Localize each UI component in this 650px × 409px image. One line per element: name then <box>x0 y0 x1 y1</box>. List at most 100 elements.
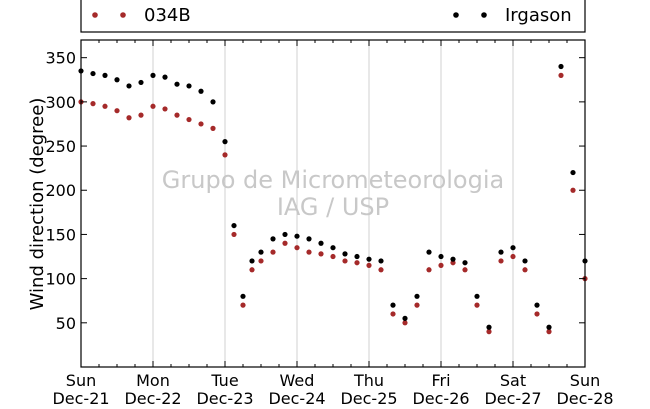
data-point <box>249 258 255 264</box>
data-point <box>462 267 468 273</box>
data-point <box>126 115 132 121</box>
data-point <box>318 240 324 246</box>
data-point <box>240 302 246 308</box>
data-point <box>438 262 444 268</box>
data-point <box>306 249 312 255</box>
grid-lines <box>152 40 514 367</box>
x-tick-label-date: Dec-21 <box>52 389 109 408</box>
data-point <box>126 83 132 89</box>
data-point <box>102 72 108 78</box>
y-axis-title: Wind direction (degree) <box>27 98 48 311</box>
data-point <box>402 315 408 321</box>
data-point <box>294 245 300 251</box>
data-point <box>558 63 564 70</box>
data-point <box>558 72 564 78</box>
data-point <box>450 256 456 262</box>
data-point <box>534 311 540 317</box>
x-tick-label-date: Dec-23 <box>196 389 253 408</box>
data-point <box>114 108 120 114</box>
y-tick-label: 150 <box>45 225 76 244</box>
data-point <box>318 251 324 257</box>
data-point <box>90 70 96 77</box>
data-point <box>114 77 120 83</box>
data-point <box>534 302 540 308</box>
data-point <box>414 302 420 308</box>
data-point <box>546 329 552 335</box>
x-tick-label-date: Dec-26 <box>412 389 469 408</box>
y-tick-label: 250 <box>45 137 76 156</box>
data-point <box>378 258 384 264</box>
x-axis-ticks: SunDec-21MonDec-22TueDec-23WedDec-24ThuD… <box>52 40 614 408</box>
legend-items: 034B Irgason <box>92 5 572 26</box>
data-point <box>306 236 312 242</box>
data-point <box>426 249 432 255</box>
data-point <box>390 302 396 308</box>
x-tick-label-date: Dec-25 <box>340 389 397 408</box>
legend-marker <box>481 12 487 18</box>
y-tick-label: 300 <box>45 93 76 112</box>
data-point <box>138 112 144 118</box>
x-tick-label-day: Sun <box>570 371 600 390</box>
data-point <box>258 258 264 264</box>
data-point <box>162 106 168 112</box>
data-point <box>366 262 372 268</box>
y-tick-label: 100 <box>45 270 76 289</box>
x-tick-label-day: Sat <box>500 371 526 390</box>
data-point <box>90 101 96 107</box>
legend-marker <box>453 12 459 18</box>
data-point <box>522 258 528 264</box>
data-point <box>510 253 516 260</box>
data-point <box>249 267 255 273</box>
data-point <box>270 249 276 255</box>
data-point <box>294 233 300 239</box>
data-point <box>378 267 384 273</box>
x-tick-label-date: Dec-22 <box>124 389 181 408</box>
y-tick-label: 50 <box>56 314 76 333</box>
data-point <box>402 320 408 326</box>
legend-box <box>80 0 586 33</box>
series-Irgason <box>78 63 588 330</box>
data-point <box>498 258 504 264</box>
data-point <box>210 99 216 105</box>
data-point <box>198 121 204 127</box>
data-point <box>462 260 468 266</box>
legend-label: Irgason <box>505 5 572 26</box>
watermark-line2: IAG / USP <box>277 193 389 221</box>
x-tick-label-date: Dec-27 <box>484 389 541 408</box>
x-tick-label-date: Dec-28 <box>556 389 613 408</box>
y-tick-label: 350 <box>45 49 76 68</box>
data-point <box>354 260 360 266</box>
legend-marker <box>92 12 98 18</box>
data-point <box>426 267 432 273</box>
data-point <box>390 311 396 317</box>
data-point <box>570 187 576 193</box>
x-tick-label-day: Wed <box>280 371 315 390</box>
legend: 034B Irgason <box>80 0 586 33</box>
data-point <box>150 72 156 78</box>
y-axis-ticks: 50 100 150 200 250 300 350 <box>45 49 585 333</box>
data-point <box>240 293 246 299</box>
data-point <box>282 240 288 246</box>
legend-label: 034B <box>144 5 191 26</box>
y-tick-label: 200 <box>45 181 76 200</box>
x-tick-label-day: Mon <box>136 371 170 390</box>
x-tick-label-day: Thu <box>353 371 384 390</box>
x-tick-label-day: Tue <box>210 371 238 390</box>
data-point <box>342 251 348 257</box>
data-point <box>510 245 516 251</box>
data-point <box>258 249 264 255</box>
data-point <box>231 231 237 238</box>
data-point <box>231 222 237 229</box>
x-tick-label-day: Fri <box>431 371 450 390</box>
data-point <box>414 293 420 299</box>
data-point <box>546 324 552 330</box>
data-point <box>570 169 576 176</box>
data-point <box>198 88 204 94</box>
data-point <box>486 324 492 330</box>
x-tick-label-date: Dec-24 <box>268 389 325 408</box>
data-point <box>222 139 228 145</box>
data-point <box>282 231 288 238</box>
data-point <box>210 125 216 131</box>
watermark-line1: Grupo de Micrometeorologia <box>162 166 504 194</box>
